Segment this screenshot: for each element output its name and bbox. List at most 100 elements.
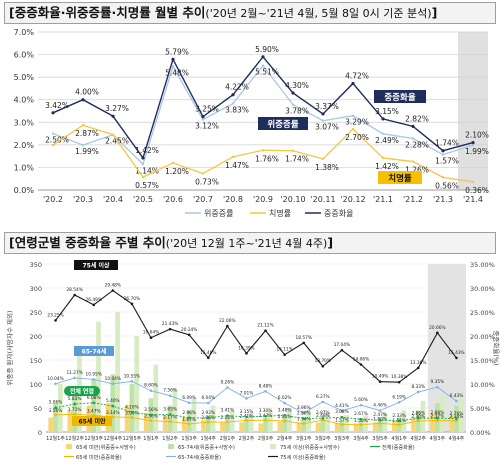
y-left-tick-label: 50 <box>34 405 42 413</box>
y-right-tick-label: 20.00% <box>470 333 495 341</box>
data-point <box>378 409 382 412</box>
data-point <box>54 382 57 386</box>
x-tick-label: 4월4주 <box>449 435 465 442</box>
data-label: 0.56% <box>435 181 459 190</box>
data-point <box>321 119 325 122</box>
data-point <box>231 102 235 105</box>
bar <box>277 421 283 432</box>
data-point <box>283 401 286 405</box>
x-tick-label: '20.12 <box>340 195 365 204</box>
series-line <box>55 289 457 383</box>
callout-box <box>378 171 422 184</box>
legend-swatch <box>168 444 174 449</box>
data-point <box>168 420 172 423</box>
data-point <box>201 118 205 121</box>
bar <box>377 418 383 432</box>
data-point <box>416 366 420 370</box>
data-point <box>73 412 76 416</box>
data-label: 26.70% <box>124 296 140 302</box>
x-tick-label: '20.3 <box>73 195 93 204</box>
data-label: 2.30% <box>411 414 425 420</box>
data-point <box>81 124 85 127</box>
data-label: 2.67% <box>354 411 368 417</box>
data-point <box>340 348 344 352</box>
data-label: 13.70% <box>315 358 331 364</box>
data-point <box>245 397 248 400</box>
data-point <box>73 402 76 406</box>
bar <box>334 423 340 432</box>
bar <box>344 415 350 432</box>
data-label: 0.57% <box>135 181 159 190</box>
data-point <box>283 413 286 417</box>
data-point <box>187 333 191 337</box>
data-point <box>245 415 248 419</box>
data-point <box>436 331 439 335</box>
data-point <box>51 143 55 147</box>
data-point <box>378 422 382 425</box>
data-point <box>397 423 401 427</box>
data-point <box>359 363 363 366</box>
callout-label: 치명률 <box>388 173 412 184</box>
legend-label: 65세 미만(중증화율) <box>76 453 122 461</box>
data-label: 3.83% <box>225 106 249 115</box>
data-label: 4.00% <box>75 88 99 97</box>
data-point <box>321 418 325 422</box>
data-point <box>264 418 267 422</box>
y-tick-label: 3.0% <box>14 118 35 127</box>
data-label: 3.96% <box>297 405 311 411</box>
data-label: 2.70% <box>345 133 369 142</box>
data-point <box>397 380 401 384</box>
y-left-tick-label: 0 <box>38 429 42 437</box>
callout-label: 65-74세 <box>82 348 107 356</box>
data-label: 6.02% <box>278 395 292 401</box>
data-label: 3.29% <box>345 118 369 127</box>
data-point <box>302 341 306 345</box>
data-label: 18.57% <box>296 335 312 341</box>
shaded-region <box>458 32 488 190</box>
x-tick-label: '20.10 <box>280 195 305 204</box>
data-label: 5.90% <box>255 45 279 54</box>
data-label: 29.48% <box>105 282 121 288</box>
y-tick-label: 5.0% <box>14 73 35 82</box>
data-point <box>359 403 363 407</box>
x-tick-label: '20.9 <box>253 195 273 204</box>
x-tick-label: 1월3주 <box>181 435 197 442</box>
data-label: 6.19% <box>392 394 406 400</box>
data-label: 3.15% <box>375 107 399 116</box>
data-label: 9.35% <box>431 379 445 385</box>
data-point <box>381 156 385 160</box>
x-tick-label: '20.5 <box>133 195 153 204</box>
data-point <box>471 180 475 184</box>
data-label: 1.38% <box>315 163 339 172</box>
y-right-tick-label: 0.00% <box>470 429 491 437</box>
data-label: 8.60% <box>144 383 158 389</box>
data-label: 16.11% <box>276 347 292 353</box>
data-label: 4.46% <box>373 403 387 409</box>
data-point <box>302 417 306 420</box>
data-label: 2.31% <box>278 414 292 420</box>
bar <box>205 415 211 432</box>
y-left-tick-label: 300 <box>30 285 42 293</box>
data-point <box>416 419 420 423</box>
x-tick-label: '20.7 <box>193 195 213 204</box>
data-label: 3.41% <box>221 408 235 414</box>
data-point <box>73 293 76 297</box>
legend-label: 75세 이상(중증화율) <box>280 453 326 461</box>
data-point <box>291 103 295 106</box>
data-label: 1.42% <box>135 146 159 155</box>
data-point <box>149 413 153 417</box>
data-label: 28.54% <box>66 287 82 293</box>
data-point <box>321 364 325 368</box>
bar <box>167 405 173 432</box>
data-point <box>411 137 415 140</box>
data-label: 3.12% <box>195 122 219 131</box>
data-label: 5.51% <box>255 68 279 77</box>
chart2-subtitle: ('20년 12월 1주~'21년 4월 4주) <box>165 237 328 250</box>
x-tick-label: 1월2주 <box>162 435 178 442</box>
data-point <box>111 114 115 118</box>
data-label: 1.14% <box>135 166 159 175</box>
data-point <box>231 155 235 159</box>
data-label: 3.08% <box>335 409 349 415</box>
data-label: 3.56% <box>144 407 158 413</box>
bar <box>129 384 135 432</box>
